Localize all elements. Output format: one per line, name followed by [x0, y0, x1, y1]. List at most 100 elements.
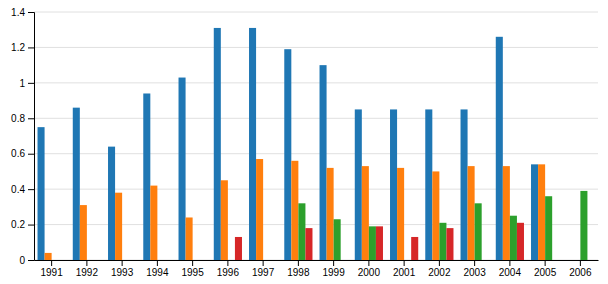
bar [150, 186, 157, 260]
bar [369, 226, 376, 260]
bar [193, 260, 200, 261]
bar [45, 253, 52, 260]
x-tick: 1991 [41, 260, 64, 278]
y-tick: 0 [19, 255, 34, 266]
bar [390, 109, 397, 260]
bar [531, 164, 538, 260]
y-tick-mark [28, 47, 34, 48]
x-tick: 1995 [182, 260, 205, 278]
bar [320, 65, 327, 260]
bar [327, 168, 334, 260]
x-tick-mark [51, 260, 52, 266]
x-tick: 2006 [569, 260, 592, 278]
bar [263, 260, 270, 261]
bar [411, 237, 418, 260]
bar [73, 108, 80, 260]
bar [496, 37, 503, 260]
y-tick-mark [28, 225, 34, 226]
bar [432, 171, 439, 260]
x-tick-label: 1998 [287, 267, 310, 278]
x-tick-mark [263, 260, 264, 266]
x-tick: 2000 [358, 260, 381, 278]
bar [517, 223, 524, 260]
bar [425, 109, 432, 260]
y-tick-label: 0.4 [11, 184, 25, 195]
x-tick-mark [86, 260, 87, 266]
x-tick-label: 1993 [111, 267, 134, 278]
y-tick: 1.4 [11, 7, 34, 18]
plot: 1991199219931994199519961997199819992000… [11, 7, 598, 278]
grid-line [34, 118, 598, 119]
bar [200, 260, 207, 261]
grid-line [34, 153, 598, 154]
bar-series [38, 28, 539, 260]
y-tick-label: 1.4 [11, 7, 25, 18]
bar [186, 217, 193, 260]
bar [228, 260, 235, 261]
y-tick-label: 1.2 [11, 42, 25, 53]
x-tick-label: 2000 [358, 267, 381, 278]
x-tick-label: 1997 [252, 267, 275, 278]
x-tick-label: 2001 [393, 267, 416, 278]
x-tick-mark [192, 260, 193, 266]
axis-line [28, 13, 35, 261]
grid-line [34, 82, 598, 83]
bar [256, 159, 263, 260]
y-tick-mark [28, 83, 34, 84]
bar [249, 28, 256, 260]
axis-line [35, 260, 599, 261]
bar [298, 203, 305, 260]
bar [475, 203, 482, 260]
bar [305, 228, 312, 260]
x-tick-label: 1995 [182, 267, 205, 278]
x-tick: 2002 [428, 260, 451, 278]
bar [59, 260, 66, 261]
y-tick-mark [28, 12, 34, 13]
x-tick-label: 2005 [534, 267, 557, 278]
bar [510, 216, 517, 260]
bar [270, 260, 277, 261]
bar-series [45, 159, 546, 260]
y-tick-label: 1 [19, 78, 25, 89]
x-tick: 1992 [76, 260, 99, 278]
x-tick: 1996 [217, 260, 240, 278]
x-tick-label: 1991 [41, 267, 64, 278]
bar [38, 127, 45, 260]
bar [404, 260, 411, 261]
y-tick-label: 0.8 [11, 113, 25, 124]
y-tick-label: 0.6 [11, 148, 25, 159]
bar [334, 219, 341, 260]
grid-line [34, 12, 598, 13]
bar [538, 164, 545, 260]
x-tick: 1994 [146, 260, 169, 278]
bars [38, 28, 588, 260]
bar [291, 161, 298, 260]
x-tick-mark [227, 260, 228, 266]
bar [566, 260, 573, 261]
y-tick-mark [28, 154, 34, 155]
bar [129, 260, 136, 261]
y-tick-mark [28, 260, 34, 261]
y-tick: 0.6 [11, 148, 34, 159]
bar [482, 260, 489, 261]
bar-series [235, 223, 524, 260]
bar [573, 260, 580, 261]
y-tick-label: 0 [19, 255, 25, 266]
bar [157, 260, 164, 261]
bar [503, 166, 510, 260]
x-tick-mark [580, 260, 581, 266]
y-tick: 0.8 [11, 113, 34, 124]
x-tick-mark [404, 260, 405, 266]
bar [284, 49, 291, 260]
x-tick-label: 2004 [499, 267, 522, 278]
bar [52, 260, 59, 261]
x-tick: 1993 [111, 260, 134, 278]
x-tick-label: 2003 [464, 267, 487, 278]
x-tick-label: 1994 [146, 267, 169, 278]
bar [221, 180, 228, 260]
bar [461, 109, 468, 260]
bar [214, 28, 221, 260]
x-tick-mark [545, 260, 546, 266]
grid-line [34, 189, 598, 190]
y-tick: 0.4 [11, 184, 34, 195]
